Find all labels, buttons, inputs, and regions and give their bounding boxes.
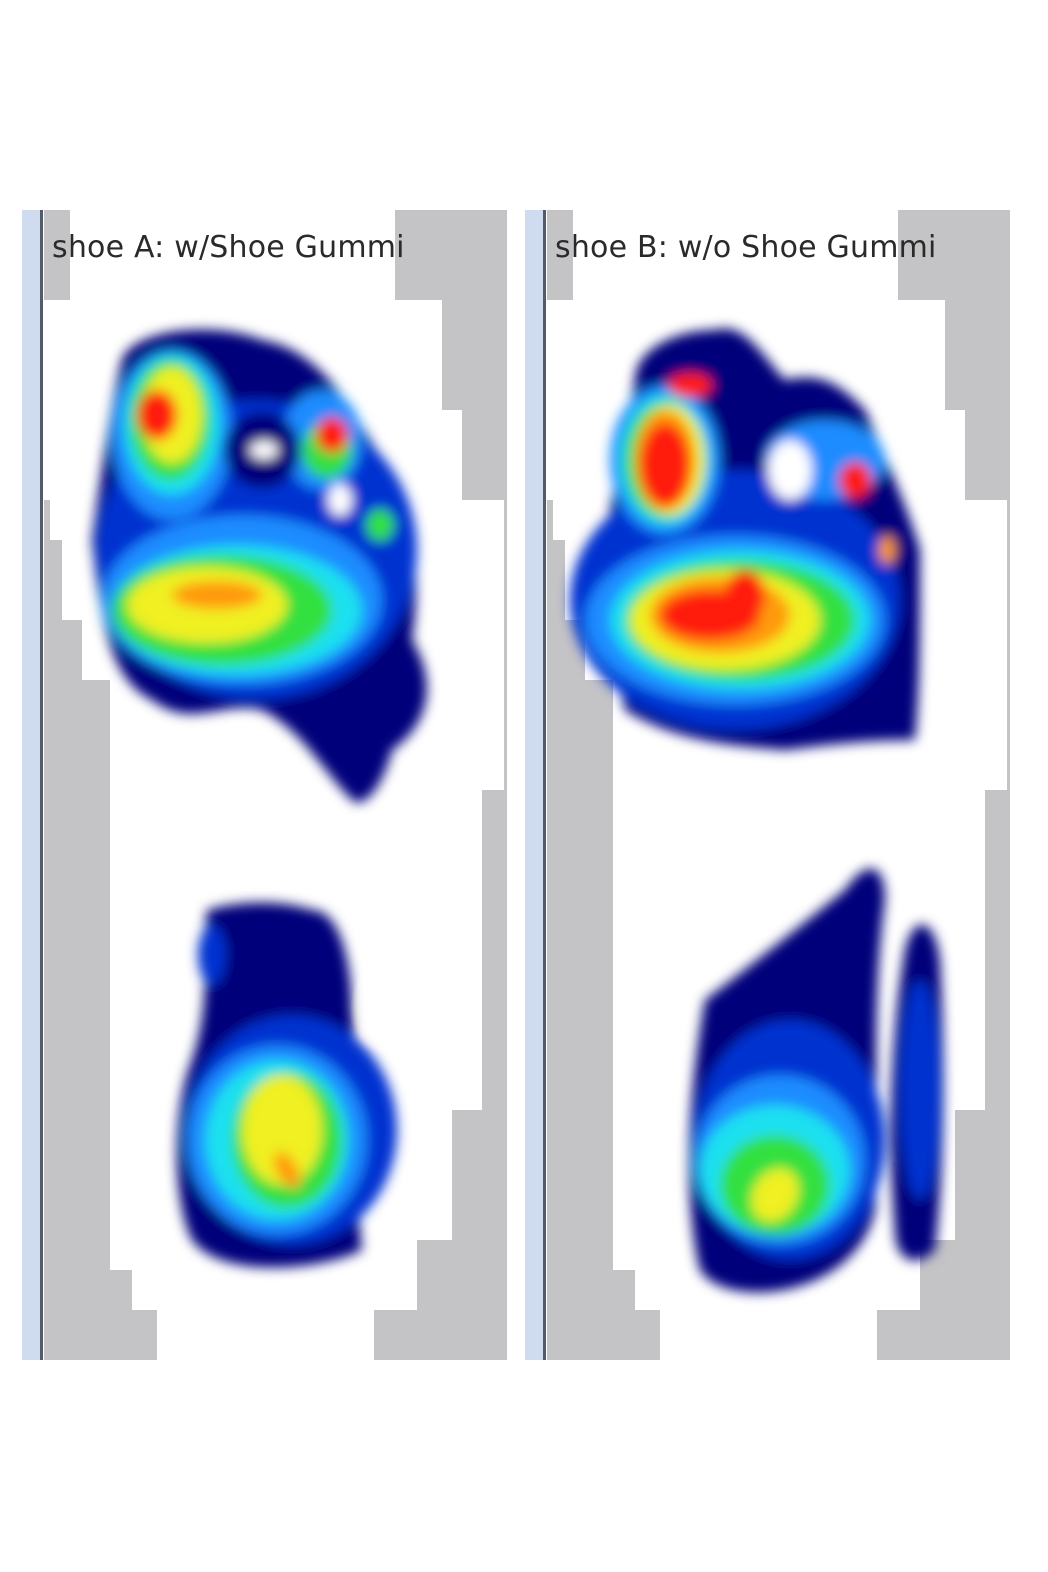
insole-outline-left-top [44, 210, 70, 300]
pressure-region [768, 440, 812, 500]
pressure-panel-shoe-b: shoe B: w/o Shoe Gummi [525, 210, 1015, 1360]
pressure-region [366, 509, 394, 541]
pressure-region [879, 536, 895, 564]
pressure-region [172, 581, 262, 609]
pressure-region [137, 390, 177, 440]
pressure-region [316, 417, 348, 453]
pressure-region [725, 570, 765, 620]
insole-outline-left [44, 540, 157, 1360]
pressure-region [328, 484, 352, 516]
insole-outline-right [374, 210, 507, 1360]
pressure-map-shoe-a [22, 210, 507, 1360]
pressure-region [751, 1168, 799, 1222]
insole-outline-left-top [547, 210, 573, 300]
pressure-blobs [92, 329, 427, 1268]
pressure-region [900, 980, 940, 1200]
pressure-region [242, 1075, 322, 1185]
insole-outline-left [547, 540, 660, 1360]
pressure-region [640, 423, 690, 507]
frame-line [543, 210, 546, 1360]
pressure-region [198, 925, 226, 985]
frame-strip [22, 210, 40, 1360]
panel-title-shoe-a: shoe A: w/Shoe Gummi [52, 230, 405, 265]
insole-outline-left-mid [547, 500, 553, 540]
pressure-region [273, 1151, 301, 1189]
pressure-blobs [570, 328, 944, 1293]
frame-strip [525, 210, 543, 1360]
pressure-region [668, 373, 712, 397]
pressure-region [365, 982, 393, 1038]
frame-line [40, 210, 43, 1360]
pressure-panel-shoe-a: shoe A: w/Shoe Gummi [22, 210, 512, 1360]
insole-outline-left-mid [44, 500, 50, 540]
insole-outline-right [877, 210, 1010, 1360]
pressure-map-shoe-b [525, 210, 1010, 1360]
pressure-region [250, 441, 278, 459]
panel-title-shoe-b: shoe B: w/o Shoe Gummi [555, 230, 937, 265]
pressure-region [839, 462, 871, 498]
